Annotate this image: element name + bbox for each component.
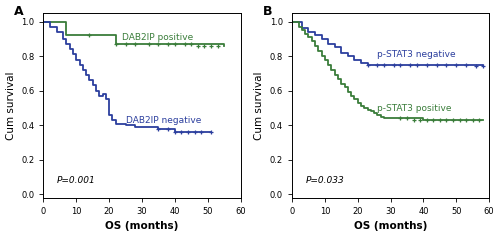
Text: p-STAT3 negative: p-STAT3 negative <box>378 50 456 59</box>
Y-axis label: Cum survival: Cum survival <box>254 71 264 140</box>
Text: P=0.001: P=0.001 <box>57 176 96 185</box>
Text: p-STAT3 positive: p-STAT3 positive <box>378 104 452 113</box>
Text: B: B <box>262 5 272 18</box>
Text: DAB2IP positive: DAB2IP positive <box>122 32 194 41</box>
Text: DAB2IP negative: DAB2IP negative <box>126 116 201 125</box>
Text: P=0.033: P=0.033 <box>306 176 344 185</box>
Text: A: A <box>14 5 24 18</box>
X-axis label: OS (months): OS (months) <box>354 221 428 232</box>
Y-axis label: Cum survival: Cum survival <box>6 71 16 140</box>
X-axis label: OS (months): OS (months) <box>106 221 178 232</box>
